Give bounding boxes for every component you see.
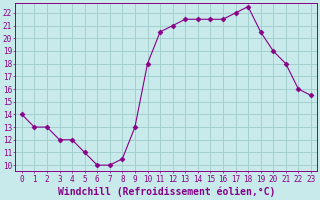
X-axis label: Windchill (Refroidissement éolien,°C): Windchill (Refroidissement éolien,°C)	[58, 187, 275, 197]
